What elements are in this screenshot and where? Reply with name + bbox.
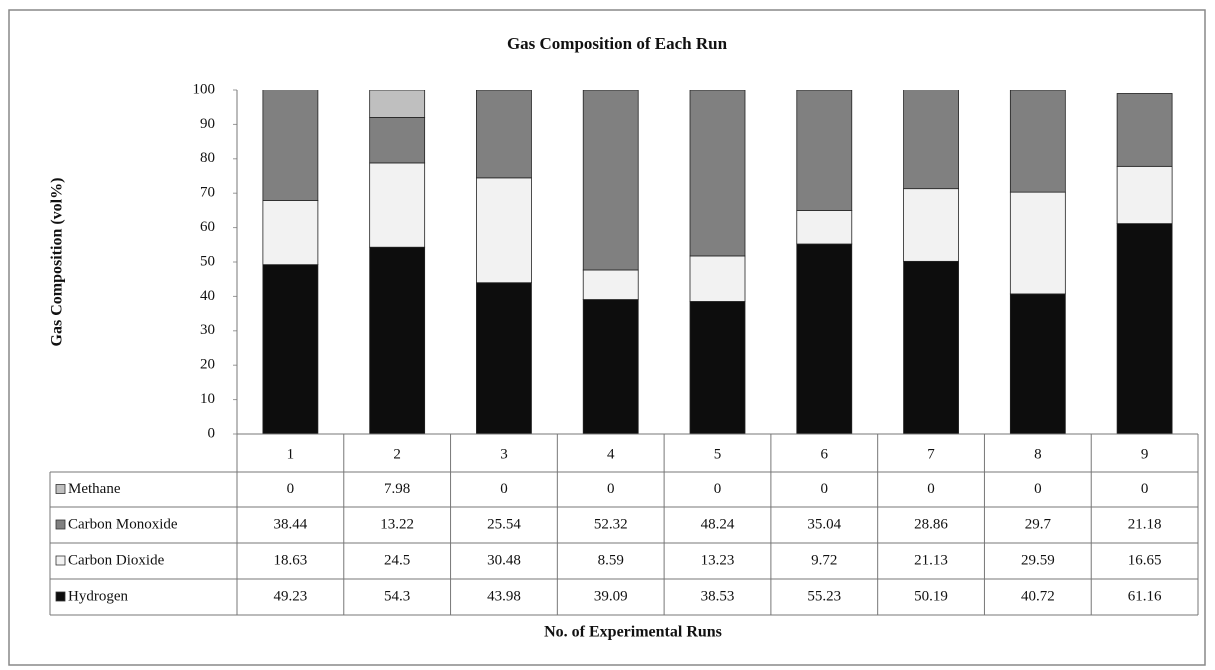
bar-segment: [903, 188, 959, 262]
x-tick-label: 5: [714, 446, 722, 462]
y-tick-label: 80: [200, 150, 215, 166]
data-label: 13.23: [701, 552, 735, 568]
y-tick-label: 100: [193, 81, 216, 97]
data-label: 0: [927, 481, 935, 497]
y-tick-label: 70: [200, 185, 215, 201]
data-label: 0: [1141, 481, 1149, 497]
data-label: 30.48: [487, 552, 521, 568]
legend-label: Methane: [68, 481, 121, 497]
bar-segment: [476, 90, 532, 179]
frame: [8, 9, 1206, 666]
data-label: 38.44: [274, 516, 308, 532]
bar-segment: [1116, 93, 1173, 167]
chart-title: Gas Composition of Each Run: [507, 34, 728, 53]
legend-label: Hydrogen: [68, 588, 128, 604]
bar-segment: [903, 260, 959, 434]
bar-segment: [689, 301, 746, 434]
y-tick-label: 90: [200, 116, 215, 132]
data-label: 39.09: [594, 588, 628, 604]
data-label: 43.98: [487, 588, 521, 604]
data-label: 49.23: [274, 588, 308, 604]
data-label: 18.63: [274, 552, 308, 568]
legend-label: Carbon Monoxide: [68, 516, 178, 532]
y-tick-label: 10: [200, 391, 215, 407]
x-tick-label: 1: [287, 446, 295, 462]
x-tick-label: 7: [927, 446, 935, 462]
data-label: 7.98: [384, 481, 410, 497]
bar-segment: [369, 162, 426, 248]
data-label: 29.7: [1025, 516, 1052, 532]
data-label: 21.18: [1128, 516, 1162, 532]
data-label: 28.86: [914, 516, 948, 532]
legend-swatch: [55, 484, 66, 494]
data-label: 8.59: [598, 552, 624, 568]
y-tick-label: 20: [200, 357, 215, 373]
bar-segment: [689, 90, 746, 257]
bar-segment: [369, 246, 426, 434]
x-tick-label: 3: [500, 446, 508, 462]
data-label: 61.16: [1128, 588, 1162, 604]
x-axis-title: No. of Experimental Runs: [544, 624, 722, 641]
data-label: 38.53: [701, 588, 735, 604]
y-tick-label: 30: [200, 322, 215, 338]
data-label: 55.23: [807, 588, 841, 604]
bar-segment: [796, 90, 853, 211]
x-tick-label: 2: [393, 446, 401, 462]
bar-segment: [689, 255, 746, 302]
bar-segment: [796, 243, 853, 434]
data-label: 35.04: [807, 516, 841, 532]
data-label: 54.3: [384, 588, 410, 604]
data-label: 40.72: [1021, 588, 1055, 604]
data-label: 52.32: [594, 516, 628, 532]
legend-swatch: [55, 555, 66, 566]
bar-segment: [903, 90, 959, 190]
bar-segment: [582, 299, 639, 434]
data-label: 0: [821, 481, 829, 497]
x-tick-label: 8: [1034, 446, 1042, 462]
x-tick-label: 4: [607, 446, 615, 462]
bar-segment: [262, 200, 319, 266]
bar-segment: [796, 210, 853, 245]
bar-segment: [369, 117, 426, 164]
data-label: 13.22: [380, 516, 414, 532]
y-tick-label: 60: [200, 219, 215, 235]
legend-swatch: [55, 591, 66, 602]
y-axis-title: Gas Composition (vol%): [49, 178, 66, 347]
data-label: 24.5: [384, 552, 410, 568]
bar-segment: [1116, 165, 1173, 225]
bar-segment: [582, 269, 639, 300]
y-tick-label: 40: [200, 288, 215, 304]
y-tick-label: 50: [200, 253, 215, 269]
data-label: 48.24: [701, 516, 735, 532]
bar-segment: [262, 90, 319, 201]
legend-label: Carbon Dioxide: [68, 552, 165, 568]
bar-segment: [262, 264, 319, 434]
bar-segment: [369, 90, 426, 118]
data-label: 29.59: [1021, 552, 1055, 568]
legend-swatch: [55, 519, 66, 530]
bar-segment: [1009, 293, 1066, 434]
bar-segment: [582, 90, 639, 271]
bar-segment: [476, 282, 532, 434]
data-label: 25.54: [487, 516, 521, 532]
x-tick-label: 6: [821, 446, 829, 462]
data-label: 0: [287, 481, 295, 497]
data-label: 0: [714, 481, 722, 497]
data-label: 0: [607, 481, 615, 497]
data-label: 0: [1034, 481, 1042, 497]
data-label: 21.13: [914, 552, 948, 568]
data-label: 9.72: [811, 552, 837, 568]
bar-segment: [476, 177, 532, 284]
bar-segment: [1116, 223, 1173, 434]
y-tick-label: 0: [208, 425, 216, 441]
x-tick-label: 9: [1141, 446, 1149, 462]
data-label: 50.19: [914, 588, 948, 604]
data-label: 16.65: [1128, 552, 1162, 568]
bars: [262, 90, 1173, 434]
bar-segment: [1009, 90, 1066, 193]
data-label: 0: [500, 481, 508, 497]
bar-segment: [1009, 191, 1066, 295]
